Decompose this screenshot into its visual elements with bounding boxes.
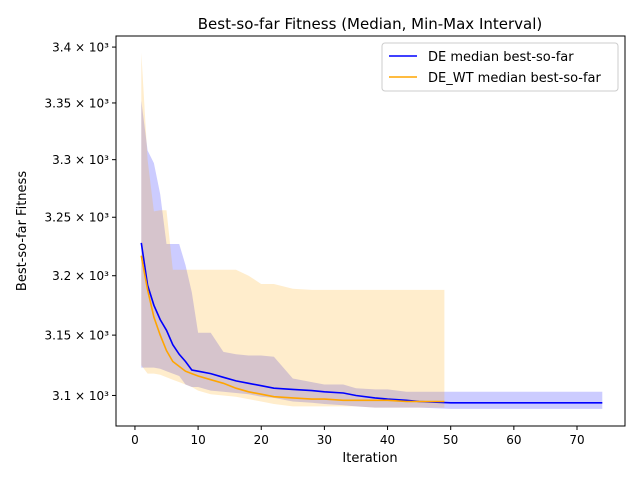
y-tick-label: 3.35 × 10³ bbox=[45, 96, 110, 110]
plot-frame bbox=[115, 35, 626, 427]
x-tick-label: 30 bbox=[317, 433, 332, 447]
x-axis-ticks: 0 10 20 30 40 50 60 70 bbox=[131, 426, 585, 447]
line-series-0 bbox=[140, 242, 603, 404]
x-tick-label: 50 bbox=[443, 433, 458, 447]
x-tick-label: 20 bbox=[254, 433, 269, 447]
legend-label-de-wt: DE_WT median best-so-far bbox=[428, 71, 602, 86]
y-axis-label: Best-so-far Fitness bbox=[15, 171, 30, 291]
x-axis-label: Iteration bbox=[342, 451, 397, 466]
lines-layer bbox=[140, 242, 603, 404]
y-tick-label: 3.1 × 10³ bbox=[52, 389, 109, 403]
chart-title: Best-so-far Fitness (Median, Min-Max Int… bbox=[198, 15, 543, 33]
y-axis-ticks: 3.1 × 10³ 3.15 × 10³ 3.2 × 10³ 3.25 × 10³ 3.… bbox=[45, 41, 116, 403]
y-tick-label: 3.4 × 10³ bbox=[52, 41, 109, 55]
band-series-0 bbox=[141, 100, 603, 409]
plot-area bbox=[116, 36, 625, 426]
legend-frame bbox=[381, 42, 619, 92]
band-series-1 bbox=[141, 52, 445, 408]
x-tick-label: 40 bbox=[380, 433, 395, 447]
y-tick-label: 3.2 × 10³ bbox=[52, 269, 109, 283]
y-tick-label: 3.3 × 10³ bbox=[52, 153, 109, 167]
x-tick-label: 70 bbox=[569, 433, 584, 447]
bands-layer bbox=[141, 52, 603, 409]
line-series-1 bbox=[140, 255, 445, 403]
y-tick-label: 3.25 × 10³ bbox=[45, 211, 110, 225]
x-tick-label: 10 bbox=[190, 433, 205, 447]
x-tick-label: 0 bbox=[131, 433, 139, 447]
y-tick-label: 3.15 × 10³ bbox=[45, 329, 110, 343]
x-tick-label: 60 bbox=[506, 433, 521, 447]
legend: DE median best-so-far DE_WT median best-… bbox=[381, 42, 619, 92]
legend-label-de: DE median best-so-far bbox=[428, 50, 574, 65]
